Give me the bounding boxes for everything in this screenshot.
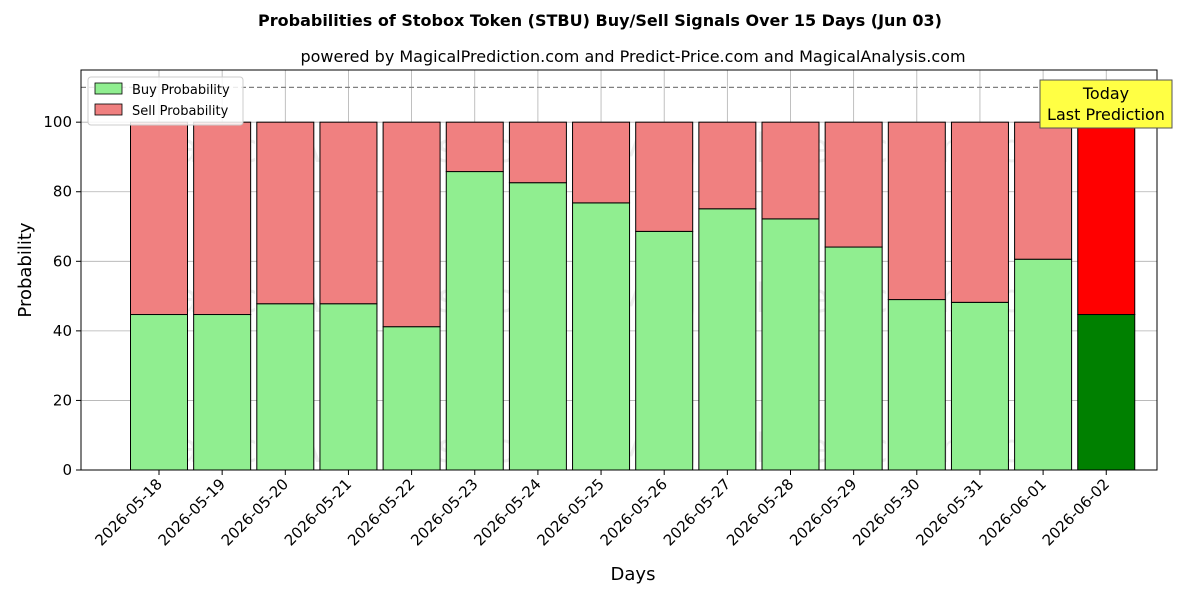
annotation-line-2: Last Prediction — [1047, 105, 1165, 124]
bar-sell — [698, 121, 757, 210]
x-tick-label: 2026-06-02 — [1039, 475, 1113, 549]
x-tick-label: 2026-06-01 — [976, 475, 1050, 549]
y-axis: 0 20 40 60 80 100 — [43, 113, 81, 479]
bar-buy — [256, 303, 315, 471]
x-tick-label: 2026-05-29 — [786, 475, 860, 549]
y-tick-label: 40 — [53, 322, 72, 340]
x-tick-label: 2026-05-25 — [533, 475, 607, 549]
bar-buy — [193, 314, 252, 471]
y-tick-label: 20 — [53, 391, 72, 409]
y-tick-label: 100 — [43, 113, 72, 131]
bar-sell — [256, 121, 315, 305]
legend-label-sell: Sell Probability — [132, 104, 229, 119]
bar-buy — [130, 314, 188, 471]
chart-title: Probabilities of Stobox Token (STBU) Buy… — [258, 11, 942, 30]
y-tick-label: 80 — [53, 183, 72, 201]
x-tick-label: 2026-05-27 — [660, 475, 734, 549]
bar-buy — [319, 303, 378, 471]
bar-buy — [445, 171, 504, 471]
x-tick-label: 2026-05-31 — [912, 475, 986, 549]
plot-frame — [80, 69, 1158, 471]
legend: Buy Probability Sell Probability — [87, 76, 244, 126]
annotation-line-1: Today — [1082, 84, 1129, 103]
legend-label-buy: Buy Probability — [132, 83, 230, 98]
bar-buy — [1077, 314, 1136, 471]
y-tick-label: 0 — [62, 461, 72, 479]
bar-sell — [950, 121, 1009, 303]
legend-swatch-sell — [94, 103, 123, 116]
x-axis: 2026-05-182026-05-192026-05-202026-05-21… — [91, 470, 1113, 549]
x-tick-label: 2026-05-18 — [91, 475, 165, 549]
x-tick-label: 2026-05-22 — [344, 475, 418, 549]
bar-sell — [319, 121, 378, 305]
x-tick-label: 2026-05-24 — [470, 475, 544, 549]
x-tick-label: 2026-05-26 — [597, 475, 671, 549]
legend-swatch-buy — [94, 82, 123, 95]
bar-buy — [382, 326, 441, 471]
x-tick-label: 2026-05-28 — [723, 475, 797, 549]
bar-sell — [824, 121, 883, 248]
bar-sell — [887, 121, 946, 301]
bar-sell — [130, 121, 188, 316]
bar-sell — [445, 121, 504, 173]
x-axis-label: Days — [611, 564, 656, 585]
legend-box — [87, 76, 244, 126]
bar-sell — [508, 121, 567, 184]
bar-sell — [1077, 121, 1136, 316]
x-tick-label: 2026-05-30 — [849, 475, 923, 549]
bar-buy — [698, 208, 757, 471]
x-tick-label: 2026-05-21 — [281, 475, 355, 549]
bars — [130, 121, 1136, 471]
chart-subtitle: powered by MagicalPrediction.com and Pre… — [300, 47, 965, 66]
bar-buy — [887, 299, 946, 471]
bar-sell — [193, 121, 252, 316]
bar-buy — [635, 230, 694, 471]
y-axis-label: Probability — [15, 222, 36, 317]
bar-sell — [761, 121, 820, 220]
x-tick-label: 2026-05-20 — [218, 475, 292, 549]
bar-buy — [761, 218, 820, 471]
y-tick-label: 60 — [53, 252, 72, 270]
bar-buy — [1014, 258, 1073, 471]
bar-buy — [572, 202, 631, 471]
bar-sell — [635, 121, 694, 232]
bar-sell — [572, 121, 631, 204]
bar-buy — [950, 301, 1009, 471]
bar-sell — [382, 121, 441, 328]
today-annotation: Today Last Prediction — [1039, 79, 1173, 129]
bar-sell — [1014, 121, 1073, 260]
x-tick-label: 2026-05-19 — [155, 475, 229, 549]
annotation-box — [1039, 79, 1173, 129]
bar-buy — [508, 182, 567, 471]
bar-buy — [824, 246, 883, 471]
x-tick-label: 2026-05-23 — [407, 475, 481, 549]
